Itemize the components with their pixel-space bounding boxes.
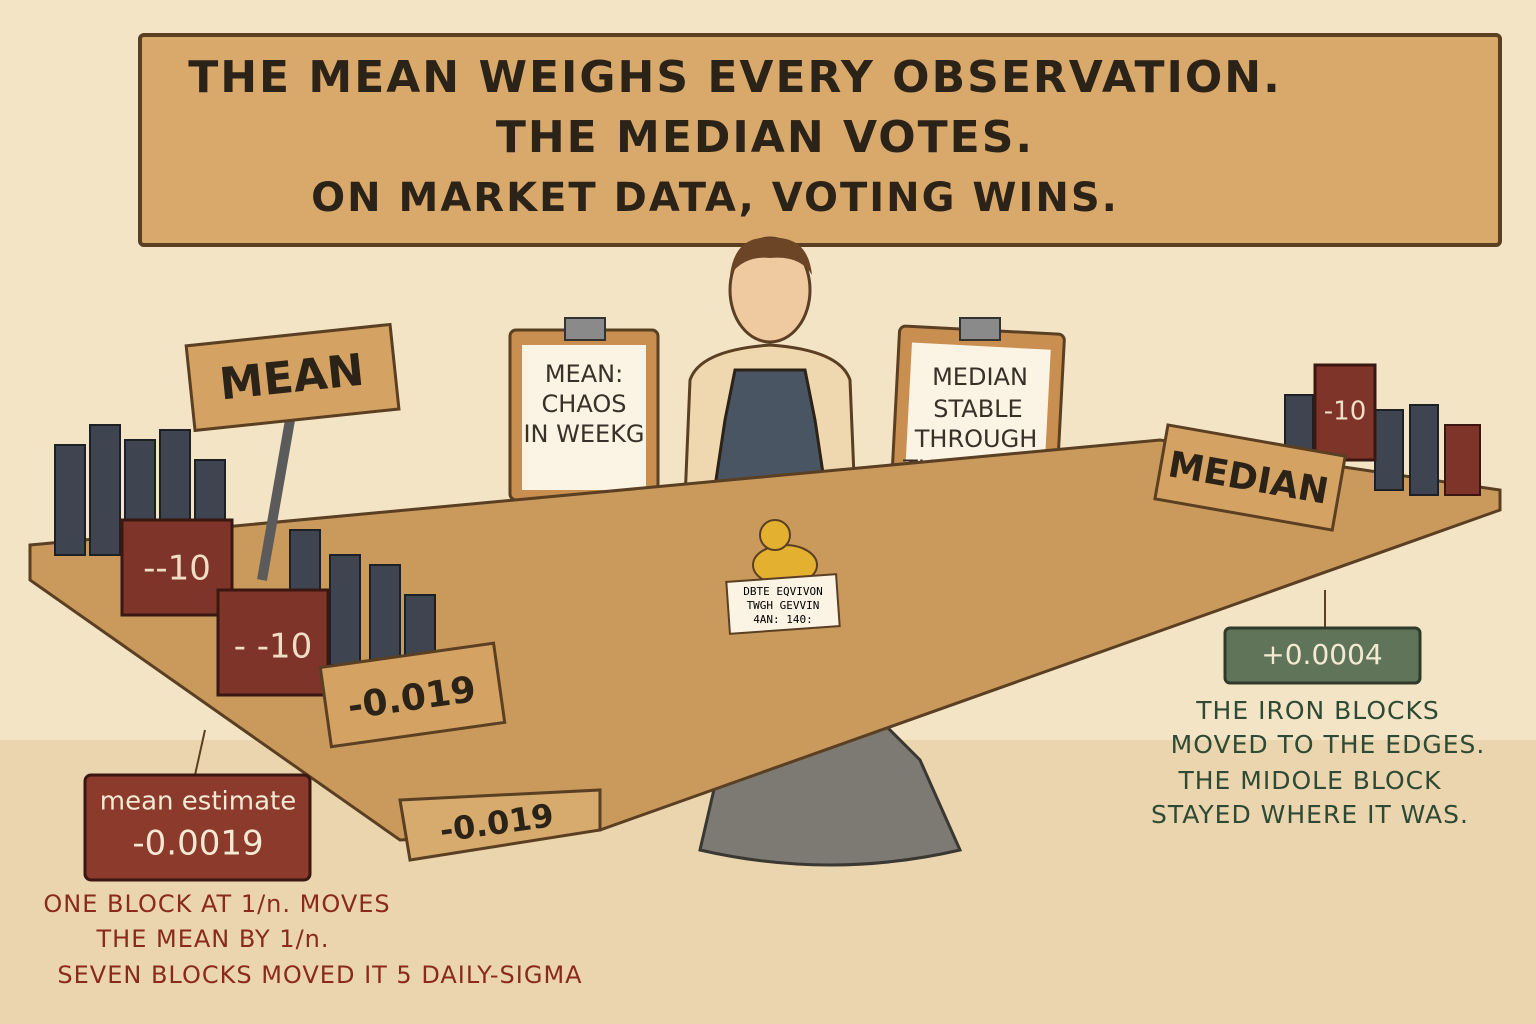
mean-tag: [83, 773, 312, 882]
clipboard-paper: [522, 345, 646, 490]
clipboard-text: IN WEEKG: [523, 420, 644, 448]
note-line: THE IRON BLOCKS: [1195, 696, 1439, 725]
iron-blocks: [1284, 394, 1439, 496]
iron-blocks: [54, 424, 436, 676]
duck-card: [725, 573, 841, 635]
median-tag-text: +0.0004: [1261, 638, 1382, 671]
duck-card-text: TWGH GEVVIN: [747, 599, 820, 612]
clipboard-text: THROUGH: [914, 425, 1037, 453]
outlier-block: [120, 518, 234, 617]
outlier-block: [1313, 363, 1377, 462]
duck-card-text: 4AN: 140:: [753, 613, 813, 626]
clipboard-text: MEAN:: [545, 360, 623, 388]
clip: [564, 317, 606, 341]
banner-line: ON MARKET DATA, VOTING WINS.: [311, 175, 1119, 221]
mean-tag-label: mean estimate: [100, 787, 296, 817]
mean-sign: [184, 322, 401, 433]
outlier-block: [1444, 424, 1481, 496]
banner-line: THE MEDIAN VOTES.: [496, 112, 1034, 163]
outlier-label: -10: [1324, 397, 1366, 427]
hair: [730, 237, 812, 275]
banner-line: THE MEAN WEIGHS EVERY OBSERVATION.: [188, 52, 1282, 103]
median-sign: [1153, 423, 1347, 532]
duck-head: [759, 519, 791, 551]
duck-card-text: DBTE EQVIVON: [743, 585, 822, 598]
median-tag: [1223, 626, 1422, 685]
mean-tag-value: -0.0019: [132, 824, 263, 864]
banner: [138, 33, 1502, 247]
iron-block: [369, 564, 401, 666]
note-line: MOVED TO THE EDGES.: [1171, 730, 1486, 759]
iron-block: [54, 444, 86, 556]
iron-block: [1374, 409, 1404, 491]
clip: [959, 317, 1001, 341]
note-line: STAYED WHERE IT WAS.: [1151, 800, 1469, 829]
pointer: [194, 729, 206, 776]
iron-block: [1409, 404, 1439, 496]
iron-block: [329, 554, 361, 666]
clipboard-text: MEDIAN: [932, 363, 1028, 391]
sign-post: [257, 419, 295, 581]
outlier-label: - -10: [234, 627, 313, 667]
plank-end: [398, 788, 602, 862]
outlier-label: --10: [143, 549, 211, 589]
iron-block: [159, 429, 191, 531]
note-line: THE MEAN BY 1/n.: [95, 925, 329, 953]
note-line: THE MIDOLE BLOCK: [1177, 766, 1441, 795]
clipboard-text: CHAOS: [542, 390, 627, 418]
note-line: SEVEN BLOCKS MOVED IT 5 DAILY-SIGMA: [57, 961, 582, 989]
value-block: [318, 641, 507, 749]
outlier-block: [216, 588, 330, 697]
note-line: ONE BLOCK AT 1/n. MOVES: [43, 890, 390, 918]
iron-block: [89, 424, 121, 556]
clipboard-text: STABLE: [933, 395, 1022, 423]
